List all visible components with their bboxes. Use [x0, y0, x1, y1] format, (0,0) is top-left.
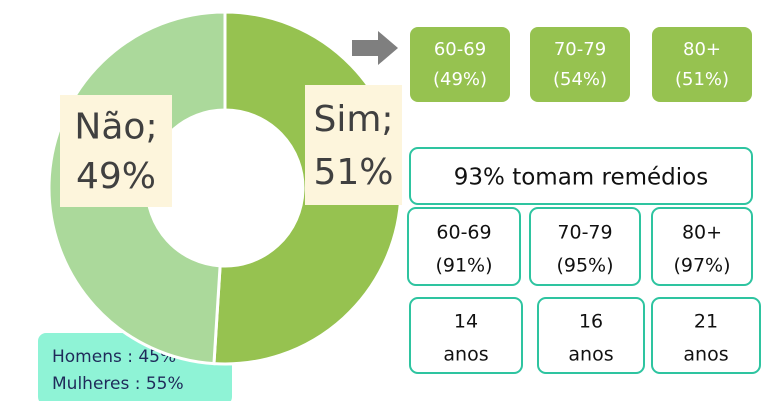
medication-box — [529, 207, 641, 286]
medication-label: 80+ — [682, 222, 722, 244]
medication-share: (95%) — [556, 255, 613, 277]
age-label: 60-69 — [434, 39, 486, 60]
slice-value-label: 49% — [76, 156, 156, 197]
years-box — [409, 297, 523, 374]
years-text: 14 — [454, 311, 478, 333]
medication-box — [651, 207, 753, 286]
age-share: (51%) — [675, 69, 729, 90]
years-text: anos — [568, 344, 613, 366]
medication-label: 60-69 — [436, 222, 491, 244]
medication-box — [407, 207, 521, 286]
age-box — [652, 27, 752, 102]
age-share: (54%) — [553, 69, 607, 90]
medication-share: (97%) — [673, 255, 730, 277]
medication-title-box — [409, 147, 753, 205]
age-box — [530, 27, 630, 102]
years-text: anos — [683, 344, 728, 366]
gender-text: Mulheres : 55% — [52, 374, 184, 394]
years-box — [537, 297, 645, 374]
gender-text: Homens : 45% — [52, 347, 176, 367]
medication-label: 70-79 — [557, 222, 612, 244]
medication-title: 93% tomam remédios — [454, 165, 708, 191]
medication-share: (91%) — [435, 255, 492, 277]
years-text: 16 — [579, 311, 603, 333]
slice-label-box — [305, 85, 402, 205]
years-box — [651, 297, 761, 374]
age-share: (49%) — [433, 69, 487, 90]
slice-label: Sim; — [313, 99, 393, 140]
years-text: anos — [443, 344, 488, 366]
years-text: 21 — [694, 311, 718, 333]
arrow — [352, 31, 398, 65]
slice-label: Não; — [74, 107, 157, 148]
slice-label-box — [60, 95, 172, 207]
slice-value-label: 51% — [313, 152, 393, 193]
age-box — [410, 27, 510, 102]
age-label: 70-79 — [554, 39, 606, 60]
age-label: 80+ — [683, 39, 721, 60]
